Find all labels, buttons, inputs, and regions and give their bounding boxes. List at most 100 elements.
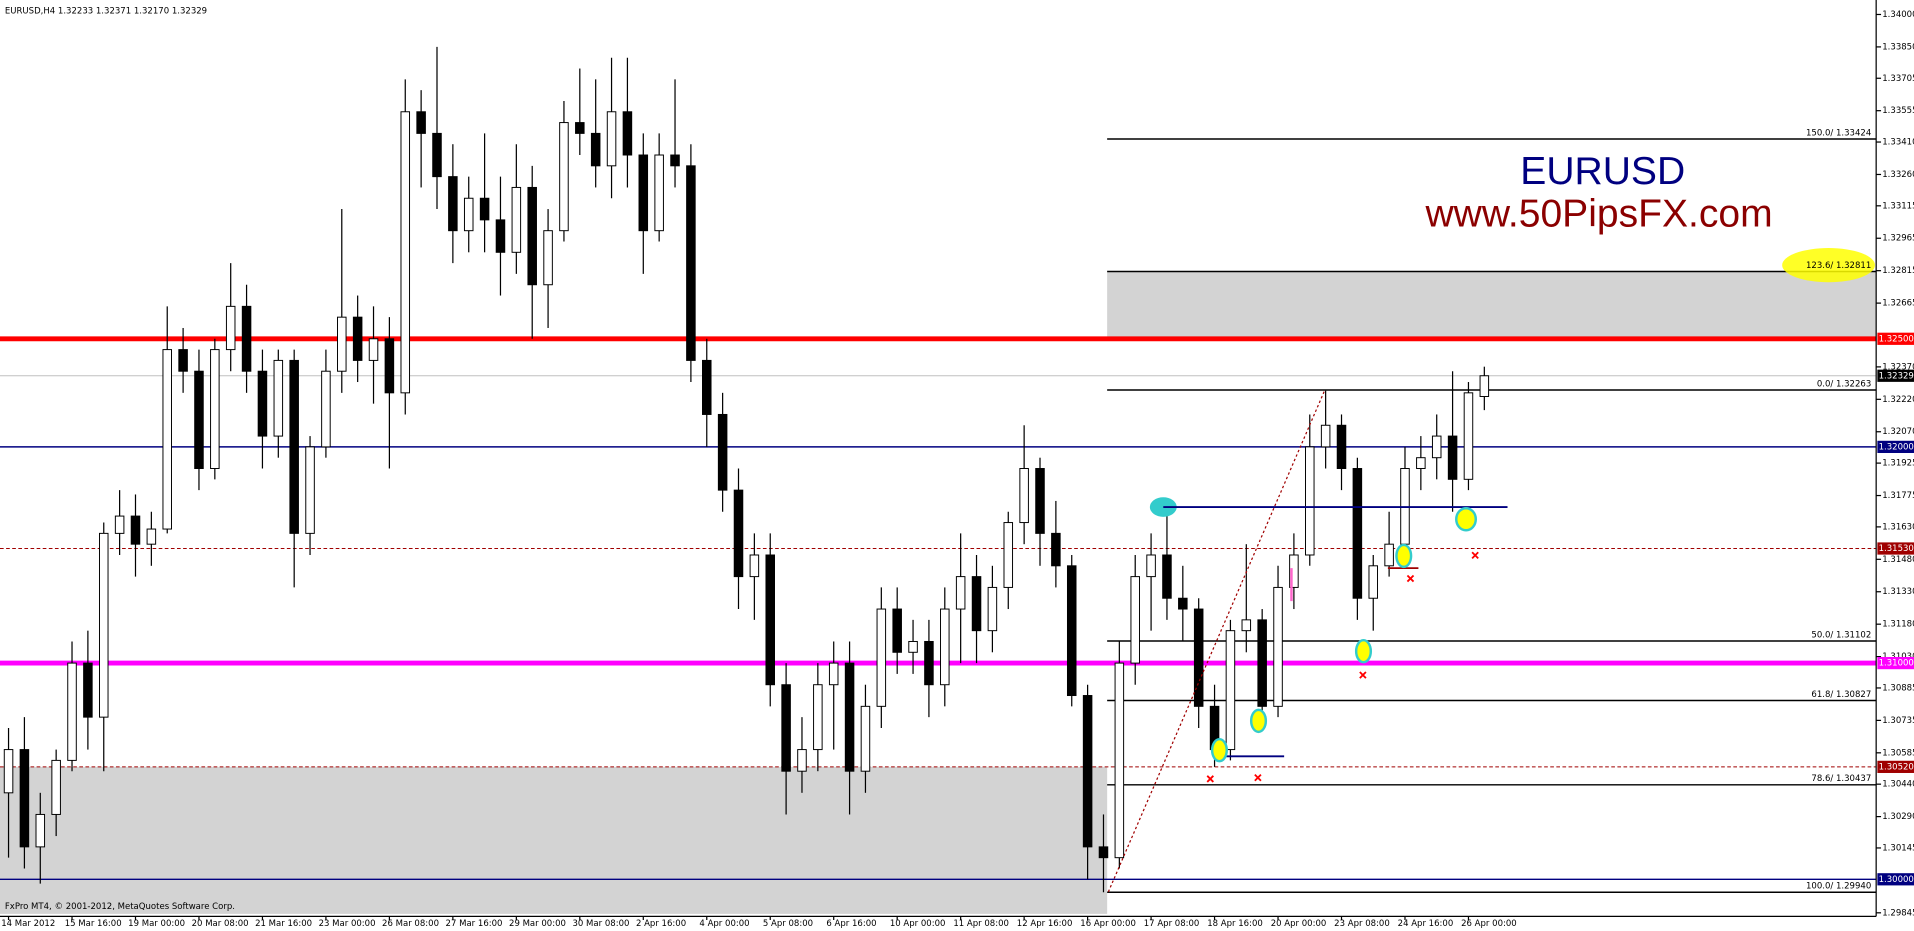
x-tick-label: 10 Apr 00:00 [890, 919, 946, 929]
x-tick-label: 19 Mar 00:00 [128, 919, 185, 929]
level-line-tag [1877, 760, 1914, 773]
level-line-tag-label: 1.30520 [1879, 762, 1914, 772]
candle-body [670, 154, 680, 167]
candle-body [1431, 435, 1442, 459]
x-tick-label: 6 Apr 16:00 [826, 919, 876, 929]
candle-body [1320, 424, 1331, 448]
x-tick-label: 5 Apr 08:00 [763, 919, 813, 929]
candle-body [1273, 586, 1283, 707]
candle-body [511, 186, 522, 253]
level-line-tag-label: 1.32500 [1879, 334, 1914, 344]
candle-body [1447, 435, 1458, 480]
y-tick-label: 1.32370 [1882, 362, 1914, 372]
y-tick-label: 1.33555 [1882, 106, 1914, 116]
x-mark [1471, 551, 1479, 560]
footer: FxPro MT4, © 2001-2012, MetaQuotes Softw… [5, 902, 235, 912]
y-tick-label: 1.30440 [1882, 780, 1914, 790]
candle-body [955, 576, 966, 610]
candle-body [305, 446, 315, 534]
candle-body [908, 640, 918, 653]
candle-body [1019, 468, 1029, 524]
y-tick-label: 1.31480 [1882, 555, 1914, 565]
candle-body [622, 111, 633, 156]
y-tick-label: 1.32965 [1882, 234, 1914, 244]
zones [0, 271, 1877, 914]
y-tick-label: 1.31330 [1882, 587, 1914, 597]
x-tick-label: 30 Mar 08:00 [572, 919, 629, 929]
x-tick-label: 24 Apr 16:00 [1398, 919, 1454, 929]
candle-body [797, 749, 807, 772]
candle-body [1241, 619, 1252, 632]
candle-body [194, 370, 204, 469]
y-tick-label: 1.33115 [1882, 201, 1914, 211]
x-tick-label: 21 Mar 16:00 [255, 919, 312, 929]
candle-body [241, 305, 252, 372]
candle-body [1114, 662, 1125, 859]
candle-body [543, 230, 553, 286]
x-mark [1206, 775, 1214, 783]
candle-body [638, 154, 649, 232]
x-tick-label: 23 Apr 08:00 [1334, 919, 1390, 929]
candle-body [1003, 522, 1014, 588]
x-tick-label: 11 Apr 08:00 [953, 919, 1009, 929]
candle-body [400, 111, 411, 394]
candle-body [1130, 576, 1140, 664]
candle-body [654, 154, 664, 232]
arrow-marker [1395, 543, 1413, 569]
x-tick-label: 15 Mar 16:00 [65, 919, 122, 929]
arrow-marker [1455, 507, 1478, 532]
candle-body [225, 305, 236, 351]
candle-body [114, 515, 125, 534]
candle-body [971, 576, 982, 632]
candle-body [892, 608, 902, 653]
candle-body [83, 662, 93, 718]
candle-body [813, 684, 823, 751]
y-tick-label: 1.33410 [1882, 138, 1914, 148]
candle-body [448, 176, 458, 232]
candle-body [321, 370, 331, 448]
candle-body [686, 165, 696, 361]
candle-body [1352, 468, 1363, 599]
candle-body [416, 111, 426, 134]
candle-body [1416, 457, 1426, 469]
candle-body [1305, 446, 1315, 556]
y-tick-label: 1.29845 [1882, 908, 1914, 918]
arrow-marker [1210, 737, 1228, 763]
candle-body [717, 413, 728, 491]
candle-body [733, 489, 744, 578]
level-line-tag [1877, 542, 1914, 555]
candle-body [273, 359, 284, 437]
candle-body [1178, 597, 1188, 610]
y-tick-label: 1.33850 [1882, 42, 1914, 52]
y-tick-label: 1.32665 [1882, 299, 1914, 309]
candle-body [1384, 543, 1394, 567]
candle-body [3, 749, 14, 794]
fib-label: 150.0/ 1.33424 [1806, 128, 1871, 138]
arrow-marker [1354, 638, 1373, 664]
candle-body [575, 122, 585, 134]
y-tick-label: 1.31180 [1882, 620, 1914, 630]
x-tick-label: 14 Mar 2012 [1, 919, 55, 929]
candle-body [1066, 565, 1077, 697]
candle-body [749, 554, 760, 578]
y-tick-label: 1.30735 [1882, 716, 1914, 726]
x-tick-label: 16 Apr 00:00 [1080, 919, 1136, 929]
level-line-tag-label: 1.31530 [1879, 544, 1914, 554]
y-tick-label: 1.31925 [1882, 459, 1914, 469]
candle-body [559, 122, 569, 232]
y-tick-label: 1.31775 [1882, 491, 1914, 501]
candle-body [1336, 424, 1347, 469]
y-tick-label: 1.32815 [1882, 266, 1914, 276]
candle-body [368, 338, 379, 361]
watermark-site: www.50PipsFX.com [1424, 193, 1772, 236]
y-tick-label: 1.30585 [1882, 748, 1914, 758]
y-tick-label: 1.34000 [1882, 10, 1914, 20]
y-tick-label: 1.32070 [1882, 427, 1914, 437]
candle-body [1225, 630, 1236, 751]
highlight [1782, 248, 1875, 283]
x-tick-label: 2 Apr 16:00 [636, 919, 686, 929]
y-tick-label: 1.33705 [1882, 74, 1914, 84]
y-tick-label: 1.30145 [1882, 843, 1914, 853]
